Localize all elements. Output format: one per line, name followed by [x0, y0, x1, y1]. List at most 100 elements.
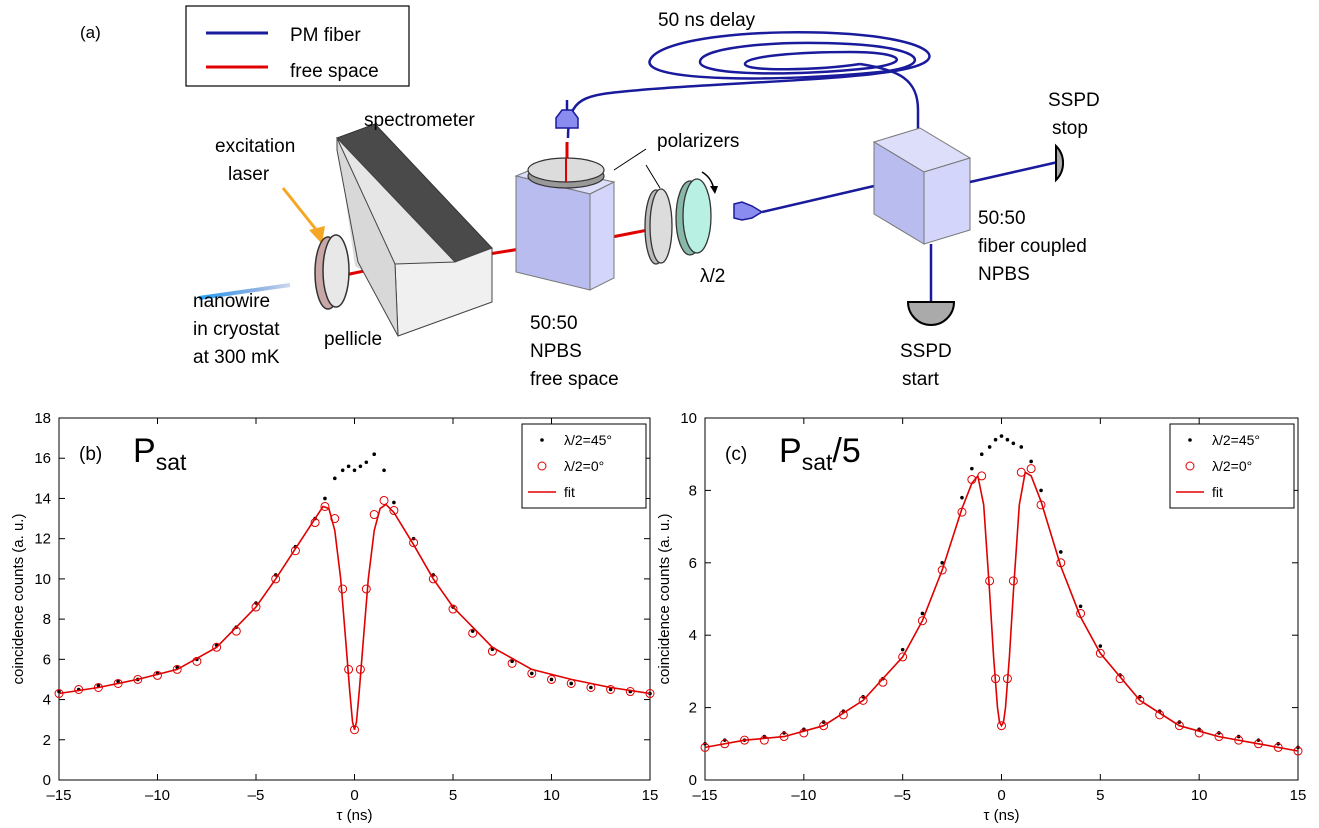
plot-b-point-0deg — [251, 602, 261, 612]
plot-c-point-0deg — [1115, 674, 1125, 684]
plot-b-legend-label: fit — [564, 484, 575, 500]
legend-freespace-label: free space — [290, 61, 379, 82]
plot-b-ytick-label: 0 — [43, 772, 51, 789]
polarizers-label: polarizers — [657, 131, 739, 152]
fiber-to-stop — [969, 160, 1059, 184]
plot-b-point-45deg — [549, 677, 554, 682]
setup-diagram: (a) PM fiber free space 50 ns delay — [80, 5, 1100, 390]
plot-b-point-0deg — [507, 658, 517, 668]
plot-c-point-45deg — [987, 445, 992, 449]
plot-c-point-45deg — [1059, 550, 1063, 554]
plot-c-point-45deg — [1005, 437, 1010, 442]
plot-b-point-45deg — [372, 452, 377, 457]
plot-b-xtick-label: –15 — [46, 787, 71, 804]
plot-b-ytick-label: 18 — [34, 410, 51, 427]
plot-b-point-45deg — [608, 687, 613, 692]
spectrometer-label: spectrometer — [364, 110, 476, 131]
plot-c-xlabel: τ (ns) — [984, 807, 1020, 824]
plot-b-point-45deg — [340, 468, 345, 473]
top-fiber-coupler — [555, 100, 579, 129]
plot-c-point-45deg — [979, 452, 984, 457]
plot-b-point-0deg — [409, 538, 419, 548]
plot-b-point-45deg — [352, 468, 357, 473]
plot-c-xtick-label: –5 — [894, 787, 911, 804]
plot-c-point-0deg — [1135, 695, 1145, 705]
plot-b-xtick-label: 0 — [350, 787, 358, 804]
legend-fiber-label: PM fiber — [290, 25, 361, 46]
plot-b-ytick-label: 4 — [43, 692, 51, 709]
plot-b-point-45deg — [116, 679, 120, 684]
plot-c-point-0deg — [917, 616, 927, 626]
plot-b-point-45deg — [510, 659, 514, 664]
fiber-delay-coil — [566, 31, 931, 217]
plot-b-legend-swatch-circle — [537, 461, 547, 471]
plot-b-point-45deg — [569, 681, 573, 686]
plot-b-panel-label: (b) — [79, 444, 102, 465]
nanowire — [198, 283, 291, 300]
plot-b-point-0deg — [361, 584, 371, 594]
npbs-fc-label-2: fiber coupled — [978, 236, 1087, 257]
plot-c-point-45deg — [1029, 459, 1033, 464]
top-polarizer — [527, 157, 605, 189]
plot-c-ytick-label: 10 — [680, 410, 697, 427]
plot-b-fit-line — [58, 503, 651, 730]
panel-label-a: (a) — [80, 23, 101, 42]
plot-b-point-45deg — [323, 496, 327, 501]
plot-c-point-45deg — [999, 434, 1004, 438]
plot-c-xtick-label: –10 — [791, 787, 816, 804]
plot-b-point-45deg — [364, 460, 369, 465]
plot-c-point-0deg — [997, 721, 1006, 731]
plot-b-xtick-label: 5 — [449, 787, 457, 804]
plot-b-point-45deg — [530, 671, 534, 676]
plot-b-point-0deg — [379, 495, 389, 505]
excitation-laser-arrow — [281, 187, 325, 244]
npbs-fs-label-1: 50:50 — [530, 313, 578, 334]
plot-c-legend-label: fit — [1212, 484, 1223, 500]
plot-c-ytick-label: 4 — [689, 627, 697, 644]
sspd-start-label-1: SSPD — [900, 341, 952, 362]
plot-b-xtick-label: 10 — [543, 787, 560, 804]
plot-c-point-45deg — [993, 437, 998, 442]
plot-b-ytick-label: 12 — [34, 531, 51, 548]
npbs-fiber-cube — [872, 127, 972, 245]
plot-b-ytick-label: 6 — [43, 651, 51, 668]
plot-c-xtick-label: –15 — [692, 787, 717, 804]
plot-c-ytick-label: 6 — [689, 555, 697, 572]
sspd-start-detector — [906, 301, 956, 326]
plot-c-ytick-label: 8 — [689, 482, 697, 499]
plot-c-point-45deg — [1039, 488, 1043, 493]
plot-b-point-45deg — [358, 464, 363, 469]
plot-b-ytick-label: 8 — [43, 611, 51, 628]
npbs-fc-label-1: 50:50 — [978, 208, 1026, 229]
plot-b-point-0deg — [271, 574, 281, 584]
half-wave-label: λ/2 — [700, 266, 725, 287]
npbs-fc-label-3: NPBS — [978, 264, 1030, 285]
half-wave-plate — [675, 171, 718, 256]
sspd-stop-label-2: stop — [1052, 118, 1088, 139]
npbs-fs-label-3: free space — [530, 369, 619, 390]
plot-b-point-45deg — [96, 683, 101, 688]
plot-b-point-45deg — [346, 464, 351, 469]
plot-b-point-0deg — [389, 506, 399, 516]
plot-c-xtick-label: 0 — [997, 787, 1005, 804]
nanowire-label-1: nanowire — [193, 291, 270, 312]
plot-b-point-0deg — [468, 628, 478, 638]
plot-b-point-0deg — [547, 674, 556, 684]
plot-c-point-45deg — [1011, 441, 1016, 446]
plot-b-legend-swatch-dot — [540, 438, 544, 442]
plot-c-point-0deg — [819, 721, 829, 731]
plot-c-point-45deg — [920, 611, 925, 616]
plot-b-legend-label: λ/2=0° — [564, 458, 604, 474]
plot-b-point-45deg — [470, 629, 475, 633]
plot-c-panel-label: (c) — [725, 444, 747, 465]
excitation-label-2: laser — [228, 164, 270, 185]
plot-b-point-45deg — [57, 689, 61, 694]
plot-b: –15 –10 –5 0 5 10 15 0 2 4 6 8 10 12 14 16 18 τ (ns) coinc… — [10, 410, 658, 824]
plot-b-title: Psat — [133, 432, 187, 475]
sspd-start-label-2: start — [902, 369, 940, 390]
plot-c-point-45deg — [900, 647, 905, 652]
plot-b-xlabel: τ (ns) — [337, 807, 373, 824]
plot-b-ytick-label: 14 — [34, 490, 51, 507]
plot-b-point-0deg — [172, 664, 182, 674]
side-fiber-coupler — [733, 201, 764, 221]
